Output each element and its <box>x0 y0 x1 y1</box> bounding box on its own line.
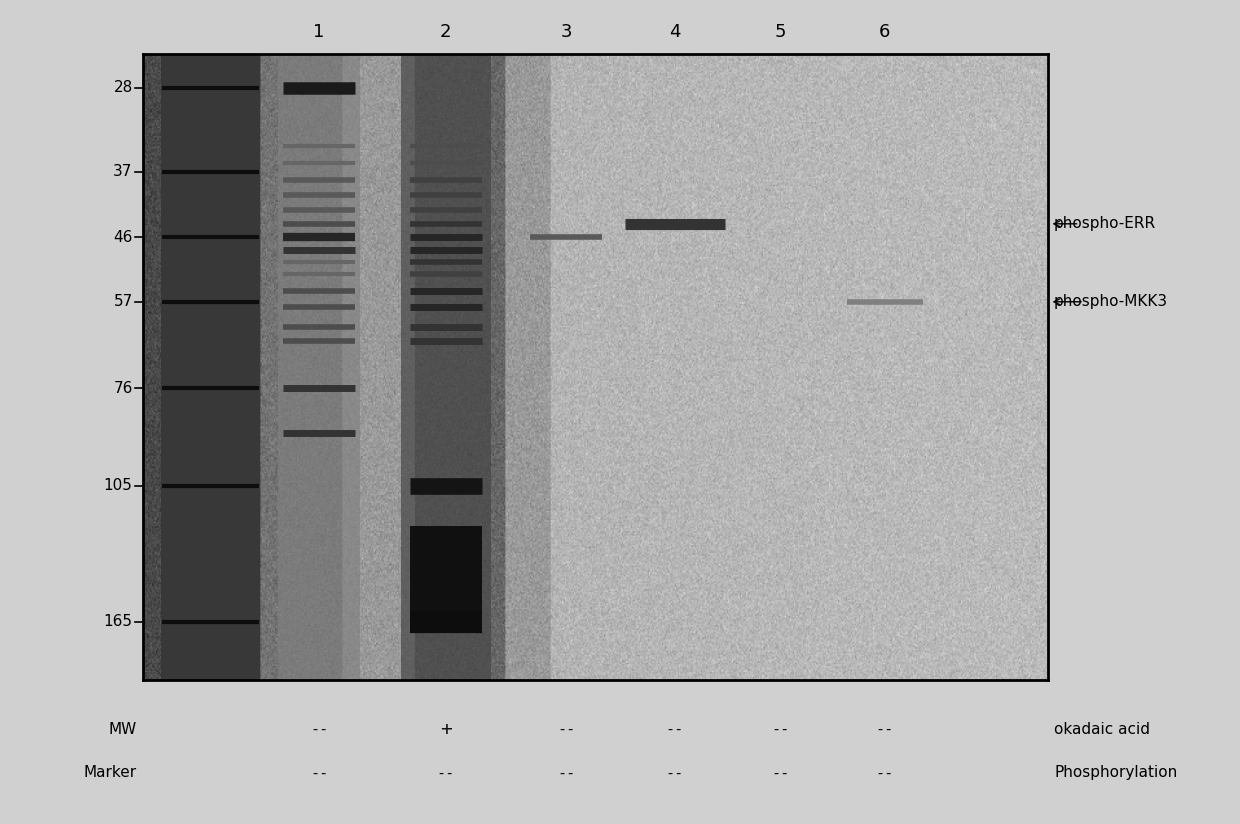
Text: Marker: Marker <box>83 765 136 780</box>
Bar <box>278 54 360 680</box>
Text: MW: MW <box>108 722 136 737</box>
Text: okadaic acid: okadaic acid <box>1054 722 1149 737</box>
Text: --: -- <box>436 765 455 780</box>
Text: Phosphorylation: Phosphorylation <box>1054 765 1177 780</box>
Text: 46: 46 <box>113 230 133 245</box>
Text: 28: 28 <box>113 80 133 96</box>
Text: --: -- <box>875 765 894 780</box>
Text: +: + <box>440 719 451 739</box>
Bar <box>161 54 260 680</box>
Text: 2: 2 <box>440 23 451 41</box>
Text: --: -- <box>875 722 894 737</box>
Text: phospho-ERR: phospho-ERR <box>1054 217 1156 232</box>
Text: --: -- <box>310 722 329 737</box>
Text: 5: 5 <box>775 23 786 41</box>
Bar <box>409 526 482 622</box>
Text: 3: 3 <box>560 23 572 41</box>
Text: 4: 4 <box>670 23 681 41</box>
Text: 6: 6 <box>879 23 890 41</box>
Text: 76: 76 <box>113 381 133 396</box>
Text: --: -- <box>771 722 790 737</box>
Text: 37: 37 <box>113 164 133 179</box>
Text: 57: 57 <box>113 294 133 309</box>
Text: --: -- <box>666 722 684 737</box>
Text: 1: 1 <box>314 23 325 41</box>
Bar <box>401 54 491 680</box>
Text: --: -- <box>557 765 575 780</box>
Text: --: -- <box>310 765 329 780</box>
Text: phospho-MKK3: phospho-MKK3 <box>1054 294 1168 309</box>
Text: 165: 165 <box>104 615 133 630</box>
Text: --: -- <box>557 722 575 737</box>
Text: --: -- <box>771 765 790 780</box>
Text: 105: 105 <box>104 478 133 494</box>
Text: --: -- <box>666 765 684 780</box>
